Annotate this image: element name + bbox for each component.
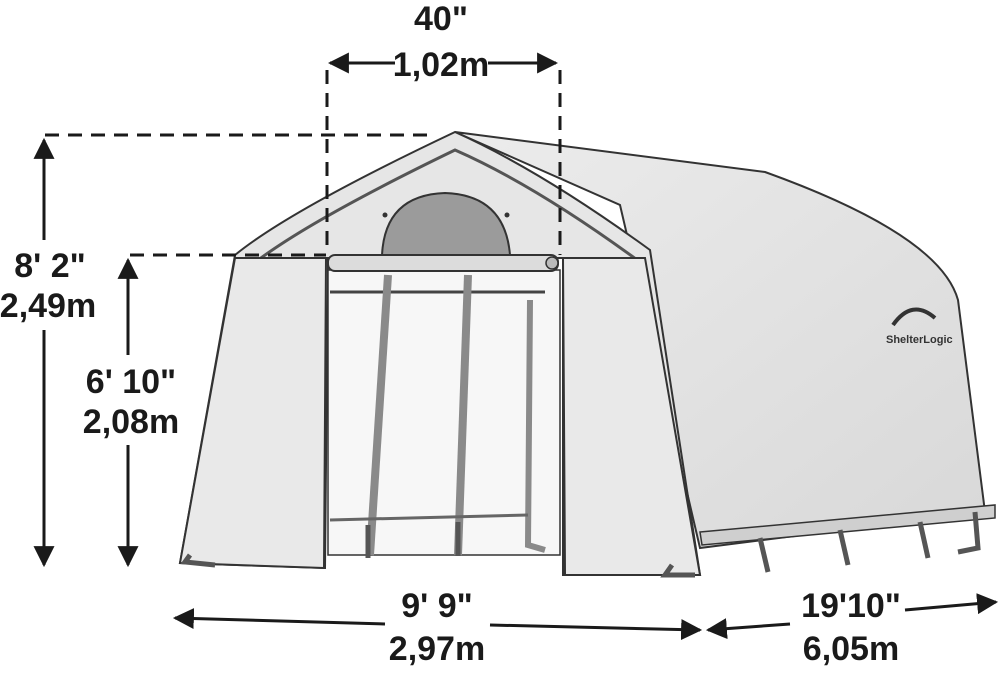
dimension-arrows bbox=[33, 52, 999, 641]
dimension-labels: 40" 1,02m 8' 2" 2,49m 6' 10" 2,08m 9' 9"… bbox=[0, 0, 901, 668]
door-opening bbox=[327, 269, 561, 556]
length-arrow-right bbox=[904, 593, 999, 615]
interior-pole bbox=[366, 274, 392, 556]
logo-swoosh bbox=[891, 307, 937, 327]
front-panel-left bbox=[178, 257, 328, 570]
side-base-rail bbox=[699, 504, 996, 546]
rolled-door bbox=[327, 254, 559, 272]
side-panel bbox=[454, 131, 987, 550]
total-height-metric: 2,49m bbox=[0, 287, 96, 325]
door-width-imperial: 40" bbox=[414, 0, 468, 38]
reference-lines bbox=[45, 70, 562, 257]
door-height-metric: 2,08m bbox=[83, 403, 179, 441]
length-imperial: 19'10" bbox=[801, 587, 901, 625]
interior-pole bbox=[454, 274, 472, 556]
floor-bar bbox=[329, 513, 529, 522]
roof-vent bbox=[380, 191, 512, 256]
door-width-metric: 1,02m bbox=[393, 46, 489, 84]
door-roll-end bbox=[545, 256, 559, 270]
vent-grommet bbox=[382, 212, 388, 218]
length-arrow-left bbox=[705, 618, 791, 640]
front-width-arrow-left bbox=[172, 608, 386, 630]
brand-logo: ShelterLogic bbox=[886, 334, 953, 346]
total-height-imperial: 8' 2" bbox=[14, 247, 85, 285]
interior-pole bbox=[524, 299, 546, 553]
shelter-illustration: ShelterLogic bbox=[178, 130, 996, 578]
front-frame-arch bbox=[203, 148, 690, 571]
vent-grommet bbox=[504, 212, 510, 218]
door-height-imperial: 6' 10" bbox=[86, 363, 176, 401]
length-metric: 6,05m bbox=[803, 630, 899, 668]
front-width-arrow-right bbox=[489, 619, 703, 641]
front-width-metric: 2,97m bbox=[389, 630, 485, 668]
front-panel-right bbox=[561, 257, 702, 576]
ground-anchors bbox=[180, 511, 981, 578]
front-width-imperial: 9' 9" bbox=[401, 587, 472, 625]
